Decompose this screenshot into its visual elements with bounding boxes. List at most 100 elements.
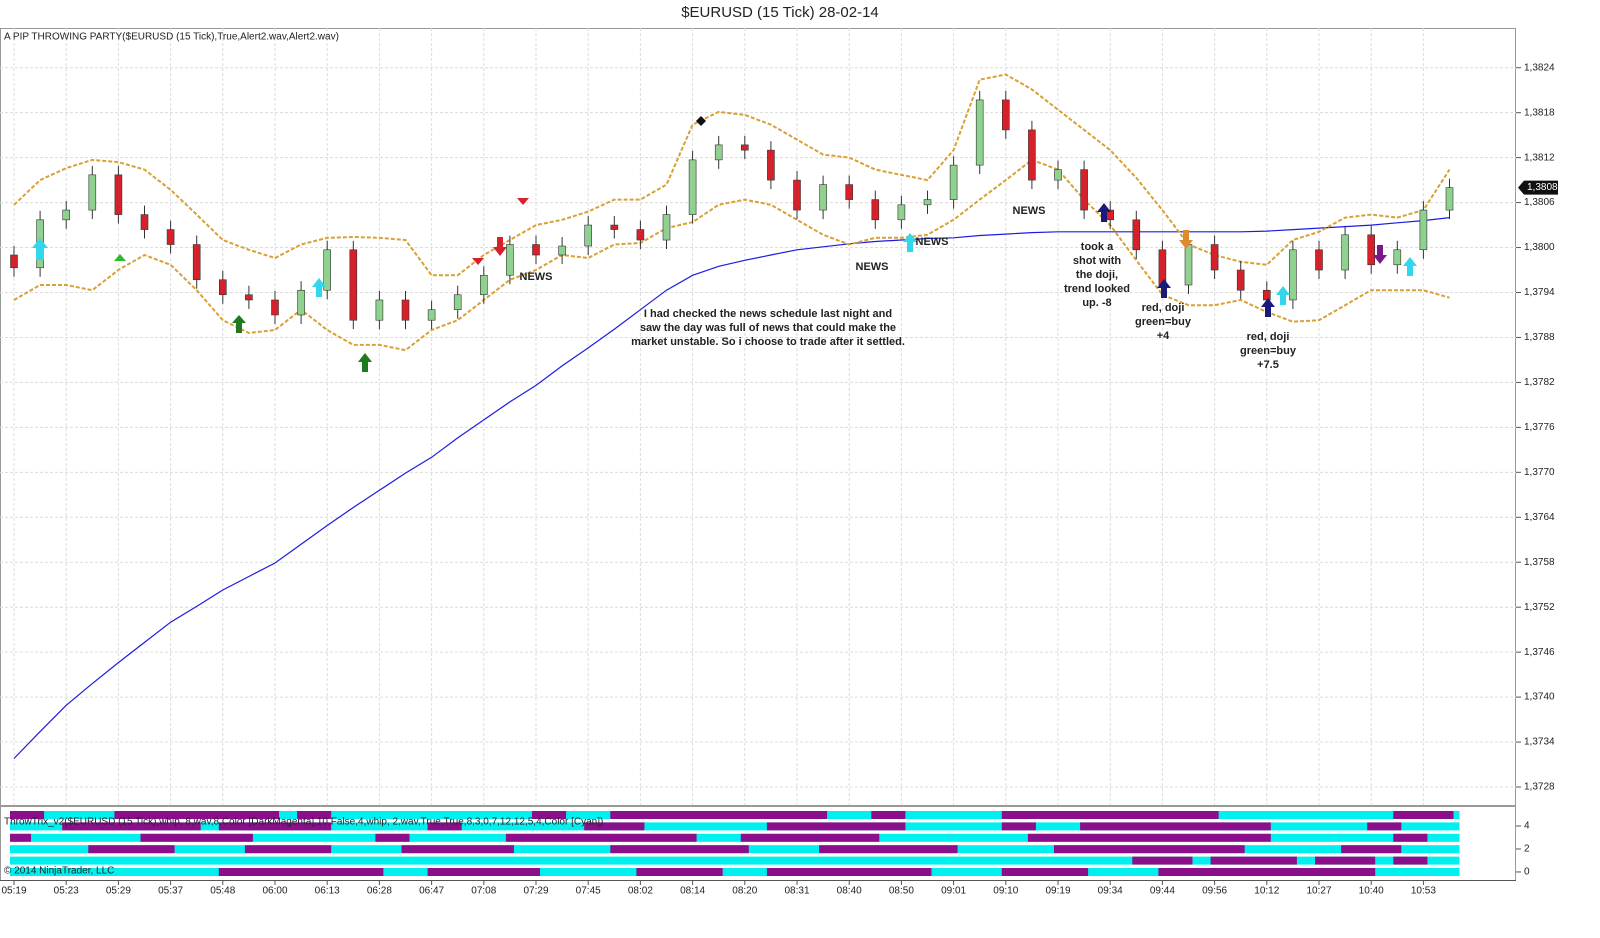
candle-body: [975, 99, 984, 166]
candle-body: [845, 184, 854, 200]
signal-arrow: [312, 278, 326, 297]
candle-body: [584, 224, 593, 247]
candle-body: [897, 204, 906, 221]
panel-row: [10, 868, 1460, 876]
panel-segment: [427, 868, 540, 876]
panel-row: [10, 856, 1460, 865]
x-tick-label: 10:27: [1306, 886, 1331, 897]
annotation: NEWS: [1013, 205, 1046, 217]
panel-row: [10, 822, 1460, 831]
panel-segment: [766, 822, 906, 831]
x-tick-label: 09:44: [1150, 886, 1175, 897]
signal-arrow: [232, 315, 246, 333]
candle-body: [636, 229, 645, 241]
x-tick-label: 06:13: [315, 886, 340, 897]
candle-body: [427, 309, 436, 321]
candle-body: [114, 174, 123, 215]
panel-row: [10, 833, 1460, 842]
x-tick-label: 05:37: [158, 886, 183, 897]
panel-segment: [244, 845, 332, 854]
signal-arrow: [1403, 257, 1417, 276]
panel-label: ThrowTrix_v2($EURUSD (15 Tick),whip, 8,w…: [4, 817, 603, 828]
candle-body: [349, 249, 358, 321]
y-tick-label: 1,3800: [1524, 242, 1555, 253]
panel-segment: [1393, 833, 1428, 842]
candle-body: [453, 294, 462, 311]
signal-arrow: [472, 258, 484, 265]
indicator-label: A PIP THROWING PARTY($EURUSD (15 Tick),T…: [4, 32, 339, 43]
candle-body: [479, 274, 488, 296]
x-tick-label: 05:48: [210, 886, 235, 897]
candle-body: [88, 174, 97, 211]
indicator-panel: [10, 811, 1460, 876]
candle-body: [1445, 187, 1454, 211]
signal-arrow: [1373, 245, 1387, 264]
signal-arrow: [1179, 230, 1193, 249]
panel-segment: [427, 822, 462, 831]
candle-body: [245, 294, 253, 301]
annotation: green=buy: [1240, 345, 1297, 357]
candle-body: [740, 144, 749, 151]
y-tick-label: 1,3806: [1524, 197, 1555, 208]
candle-body: [323, 249, 332, 291]
x-tick-label: 09:56: [1202, 886, 1227, 897]
panel-segment: [1080, 822, 1271, 831]
panel-segment: [532, 811, 567, 819]
chart-title: $EURUSD (15 Tick) 28-02-14: [681, 4, 879, 21]
candle-body: [1367, 234, 1375, 266]
panel-segment: [610, 845, 749, 854]
candle-body: [271, 299, 279, 316]
panel-tick-label: 0: [1524, 867, 1530, 878]
y-tick-label: 1,3752: [1524, 602, 1555, 613]
y-tick-label: 1,3776: [1524, 422, 1555, 433]
signal-arrow: [493, 237, 507, 256]
panel-segment: [140, 833, 253, 842]
candle-body: [10, 254, 18, 269]
x-tick-label: 08:02: [628, 886, 653, 897]
x-tick-label: 10:12: [1254, 886, 1279, 897]
signal-diamond: [696, 116, 706, 126]
y-tick-label: 1,3824: [1524, 62, 1555, 73]
y-tick-label: 1,3818: [1524, 107, 1555, 118]
candle-body: [871, 199, 880, 221]
panel-segment: [1210, 856, 1297, 865]
candle-body: [1341, 234, 1349, 271]
candle-body: [1236, 269, 1245, 291]
panel-segment: [740, 833, 880, 842]
signal-arrow: [903, 233, 917, 252]
candle-body: [793, 179, 801, 211]
annotation: took a: [1081, 241, 1114, 253]
candle-body: [610, 224, 619, 230]
signal-arrow: [517, 198, 529, 205]
x-tick-label: 06:00: [262, 886, 287, 897]
candle-body: [1001, 99, 1010, 131]
candle-body: [714, 144, 723, 161]
annotation: red, doji: [1247, 331, 1290, 343]
y-tick-label: 1,3746: [1524, 647, 1555, 658]
candle-body: [375, 299, 384, 321]
panel-segment: [1054, 845, 1245, 854]
x-tick-label: 07:08: [471, 886, 496, 897]
panel-segment: [871, 811, 906, 819]
candle-body: [297, 289, 305, 316]
x-tick-label: 05:19: [1, 886, 26, 897]
candle-body: [1419, 209, 1428, 251]
panel-segment: [1158, 868, 1376, 876]
panel-segment: [819, 845, 958, 854]
panel-segment: [1001, 868, 1089, 876]
signal-arrow: [358, 353, 372, 372]
panel-segment: [1001, 822, 1036, 831]
panel-segment: [1027, 833, 1271, 842]
panel-segment: [10, 833, 32, 842]
candle-body: [1080, 169, 1088, 211]
annotation: green=buy: [1135, 316, 1192, 328]
y-tick-label: 1,3758: [1524, 557, 1555, 568]
panel-segment: [766, 868, 932, 876]
annotation: trend looked: [1064, 283, 1130, 295]
panel-segment: [1132, 856, 1193, 865]
x-tick-label: 10:40: [1359, 886, 1384, 897]
annotation: +7.5: [1257, 359, 1279, 371]
candle-body: [949, 164, 958, 200]
copyright: © 2014 NinjaTrader, LLC: [4, 866, 114, 877]
